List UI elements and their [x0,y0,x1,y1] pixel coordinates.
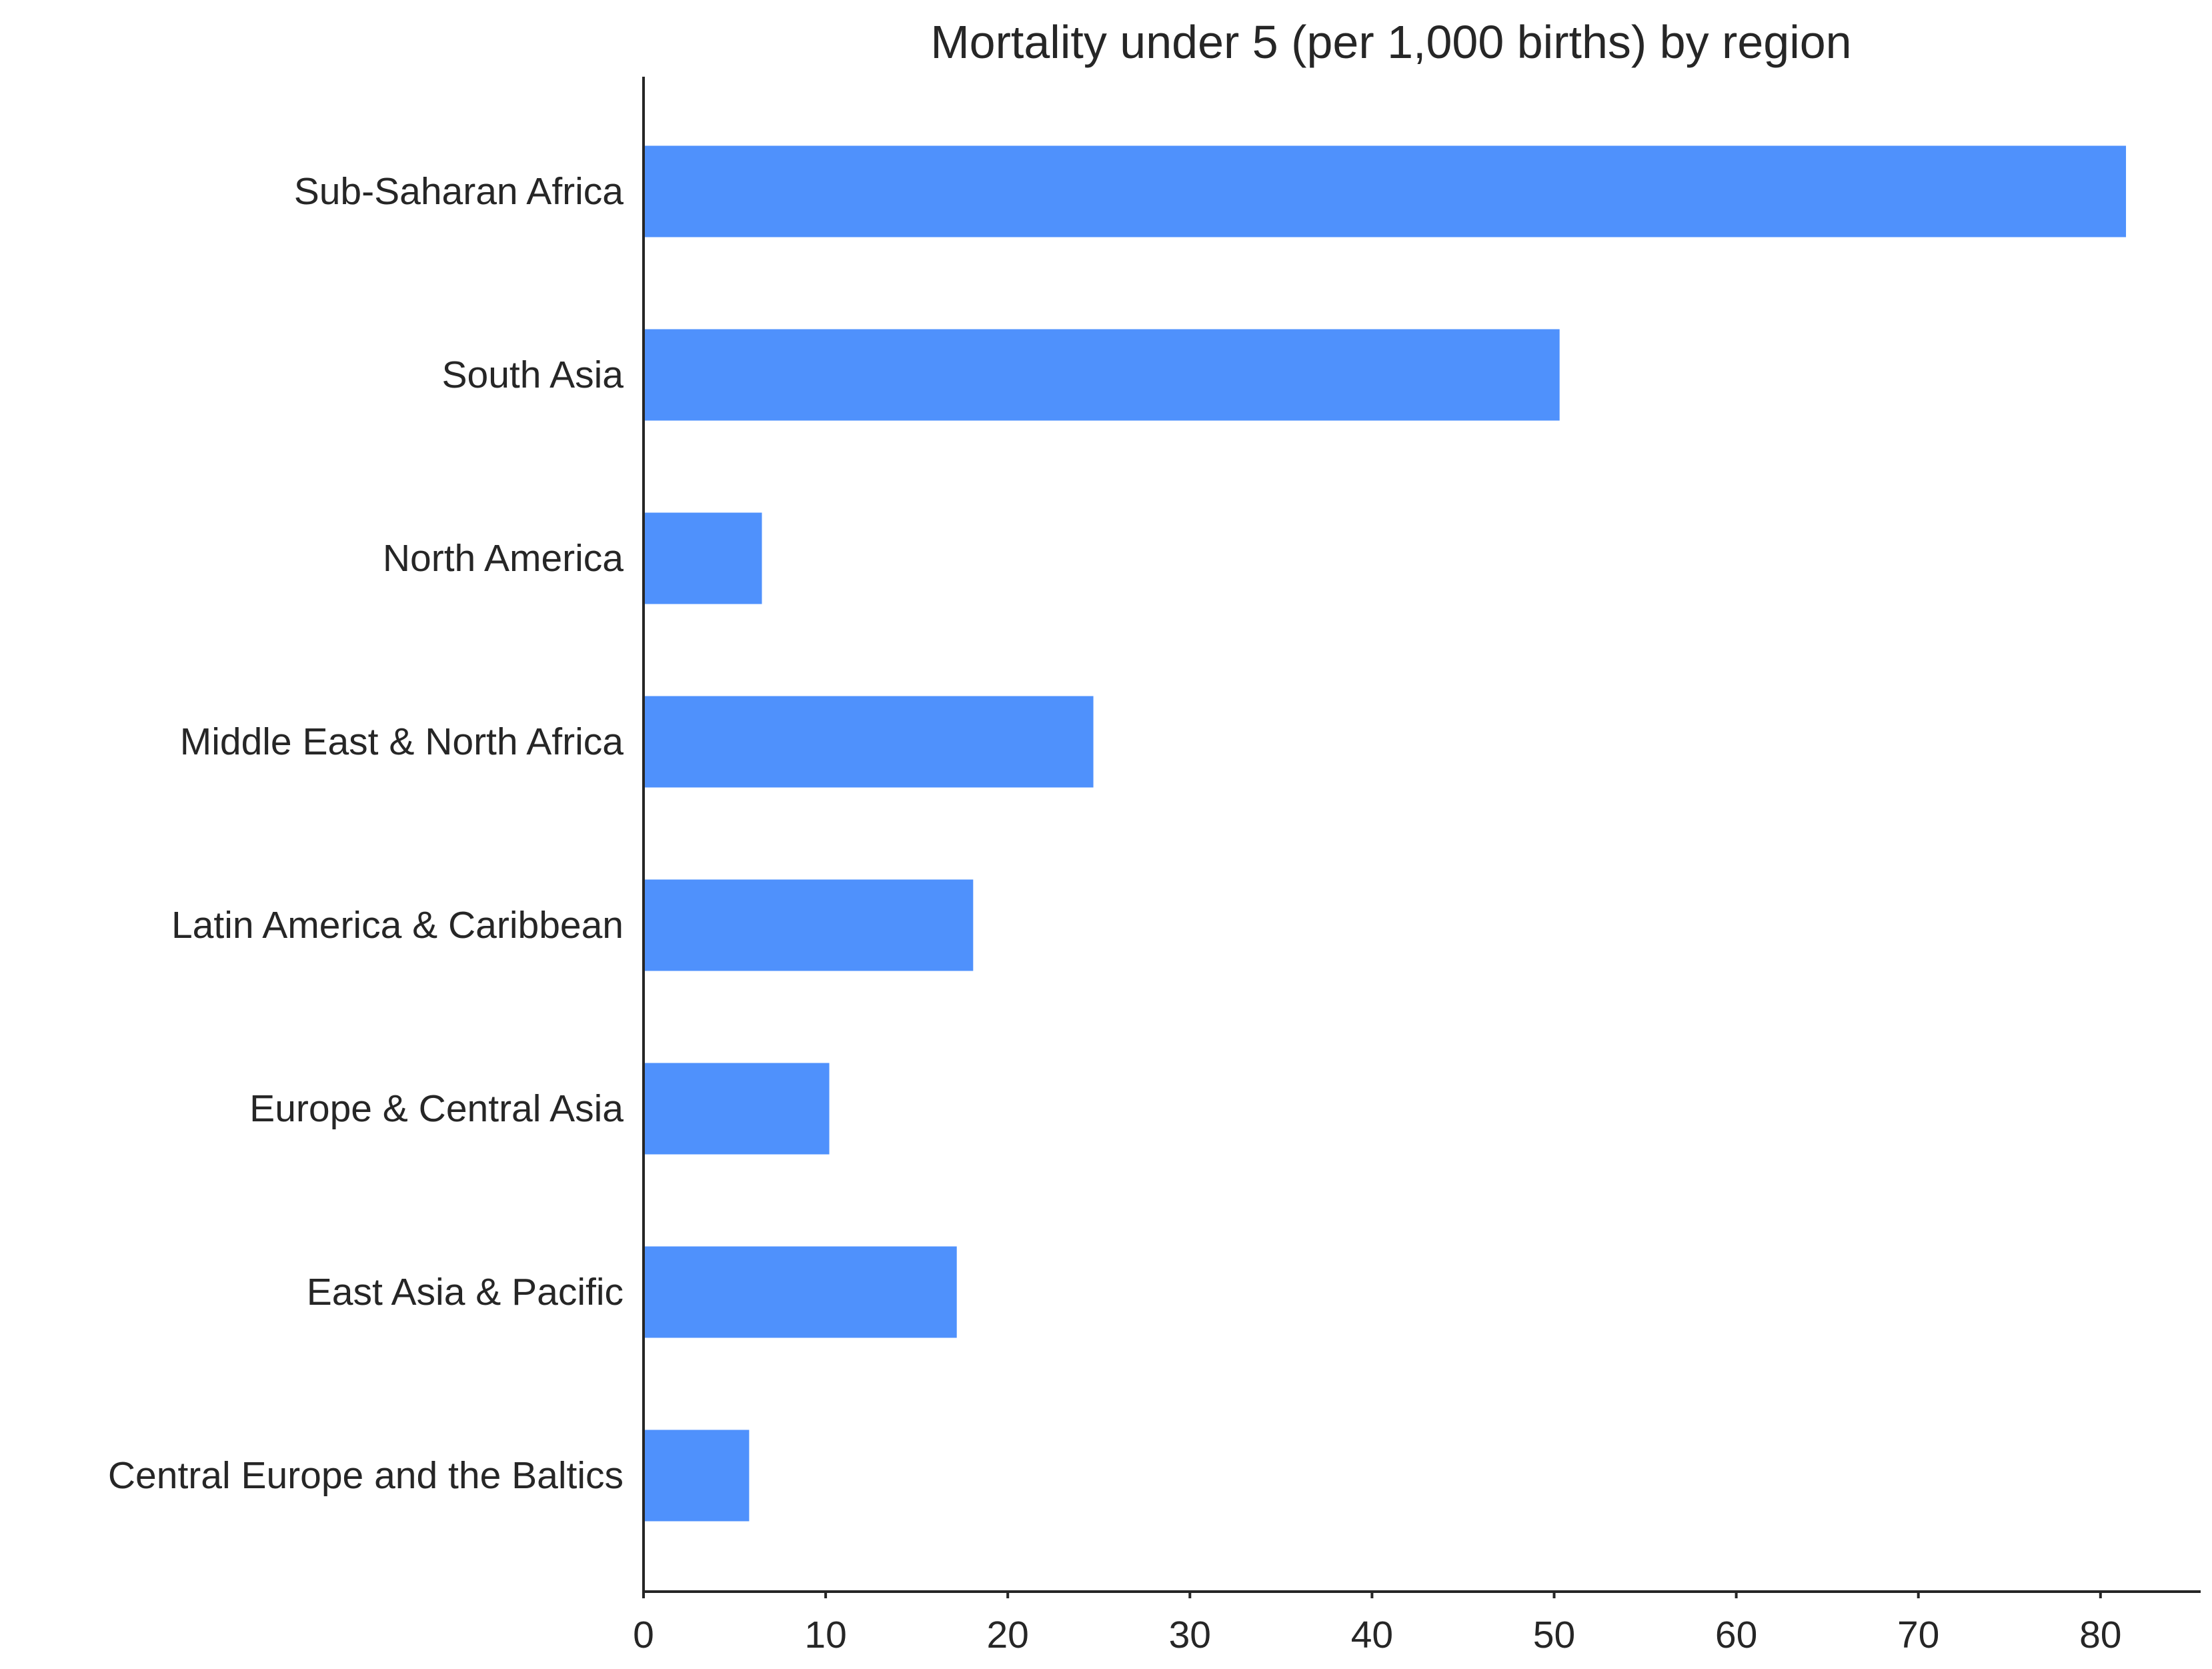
bar-2 [644,512,762,604]
bar-5 [644,1063,830,1155]
x-tick-label-4: 40 [1351,1614,1393,1656]
bar-6 [644,1246,957,1338]
bar-0 [644,145,2127,237]
category-labels: Sub-Saharan Africa South Asia North Americ… [108,170,624,1497]
category-label-4: Latin America & Caribbean [171,904,624,947]
x-tick-label-0: 0 [633,1614,654,1656]
category-label-5: Europe & Central Asia [249,1087,624,1130]
bars-group [644,145,2127,1522]
category-label-1: South Asia [441,354,624,396]
bar-4 [644,879,974,971]
x-tick-label-2: 20 [986,1614,1028,1656]
category-label-3: Middle East & North Africa [180,720,624,763]
bar-7 [644,1430,750,1522]
bar-1 [644,329,1560,421]
x-tick-label-5: 50 [1533,1614,1575,1656]
category-label-2: North America [383,537,624,580]
x-tick-label-3: 30 [1169,1614,1211,1656]
x-tick-label-8: 80 [2079,1614,2121,1656]
x-tick-label-6: 60 [1715,1614,1757,1656]
x-tick-label-7: 70 [1897,1614,1939,1656]
category-label-6: East Asia & Pacific [307,1271,624,1313]
category-label-0: Sub-Saharan Africa [294,170,624,213]
bar-3 [644,696,1094,788]
x-axis-ticks: 0 10 20 30 40 50 60 70 80 [633,1592,2121,1656]
x-tick-label-1: 10 [804,1614,846,1656]
chart-title: Mortality under 5 (per 1,000 births) by … [930,16,1851,68]
category-label-7: Central Europe and the Baltics [108,1454,624,1497]
